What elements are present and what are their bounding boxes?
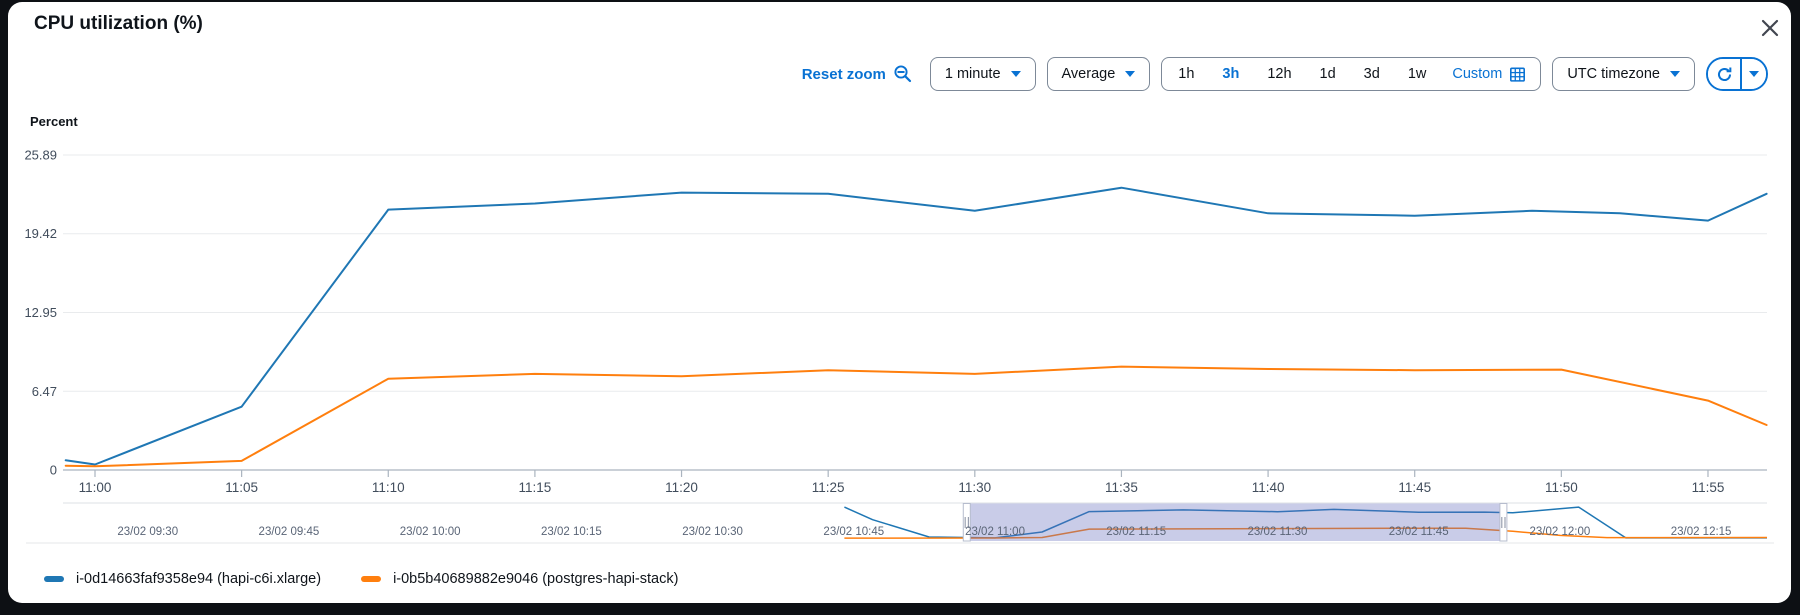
- legend-swatch: [361, 576, 382, 582]
- close-icon: [1761, 19, 1779, 37]
- calendar-icon: [1510, 67, 1526, 82]
- refresh-options-button[interactable]: [1740, 59, 1766, 89]
- refresh-button[interactable]: [1708, 59, 1740, 89]
- reset-zoom-button[interactable]: Reset zoom: [802, 64, 913, 84]
- statistic-dropdown[interactable]: Average: [1046, 57, 1151, 91]
- chevron-down-icon: [1749, 71, 1759, 77]
- legend-item[interactable]: i-0d14663faf9358e94 (hapi-c6i.xlarge): [44, 571, 321, 587]
- legend-item[interactable]: i-0b5b40689882e9046 (postgres-hapi-stack…: [361, 571, 678, 587]
- time-range-3h-button[interactable]: 3h: [1208, 58, 1253, 90]
- period-dropdown[interactable]: 1 minute: [929, 57, 1036, 91]
- statistic-value: Average: [1061, 66, 1116, 82]
- toolbar: Reset zoom 1 minute Average 1h 3h 12h 1d 3d 1…: [802, 56, 1768, 92]
- chart-legend: i-0d14663faf9358e94 (hapi-c6i.xlarge) i-0…: [44, 563, 678, 595]
- refresh-icon: [1717, 66, 1731, 81]
- chevron-down-icon: [1010, 71, 1021, 77]
- time-range-1d-button[interactable]: 1d: [1306, 58, 1350, 90]
- page-title: CPU utilization (%): [34, 13, 203, 34]
- reset-zoom-label: Reset zoom: [801, 65, 886, 83]
- chevron-down-icon: [1670, 71, 1680, 77]
- metric-widget-card: CPU utilization (%) Reset zoom 1 minute …: [8, 2, 1791, 603]
- close-button[interactable]: [1754, 12, 1786, 44]
- refresh-split-button: [1706, 57, 1768, 91]
- legend-label: i-0b5b40689882e9046 (postgres-hapi-stack…: [393, 571, 679, 587]
- time-range-custom-button[interactable]: Custom: [1440, 66, 1538, 83]
- time-range-1h-button[interactable]: 1h: [1164, 58, 1208, 90]
- chevron-down-icon: [1125, 71, 1136, 77]
- custom-range-label: Custom: [1452, 66, 1503, 82]
- time-range-selector: 1h 3h 12h 1d 3d 1w Custom: [1161, 57, 1542, 91]
- time-range-3d-button[interactable]: 3d: [1350, 58, 1394, 90]
- time-range-1w-button[interactable]: 1w: [1394, 58, 1441, 90]
- period-value: 1 minute: [944, 66, 1001, 82]
- legend-swatch: [44, 576, 64, 582]
- zoom-out-icon: [894, 65, 911, 83]
- timezone-dropdown[interactable]: UTC timezone: [1552, 57, 1695, 91]
- timezone-value: UTC timezone: [1567, 66, 1660, 82]
- time-range-12h-button[interactable]: 12h: [1253, 58, 1305, 90]
- legend-label: i-0d14663faf9358e94 (hapi-c6i.xlarge): [76, 571, 322, 587]
